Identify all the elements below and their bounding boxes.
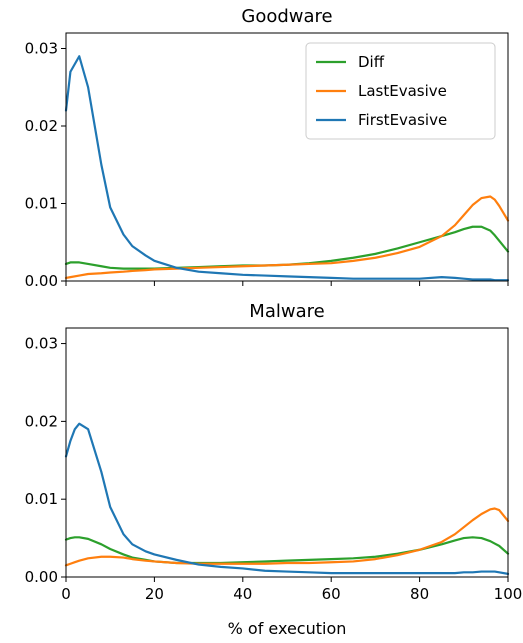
x-tick-label: 60 bbox=[322, 585, 341, 603]
series-line-diff bbox=[64, 536, 510, 565]
axes-frame bbox=[65, 327, 509, 578]
y-tick-label: 0.02 bbox=[25, 117, 58, 135]
x-axis-label: % of execution bbox=[228, 619, 347, 638]
panel-title: Goodware bbox=[241, 6, 332, 27]
legend: Diff LastEvasive FirstEvasive bbox=[305, 42, 496, 140]
x-tick-label: 80 bbox=[410, 585, 429, 603]
legend-label: FirstEvasive bbox=[358, 111, 447, 129]
y-tick-label: 0.03 bbox=[25, 335, 58, 353]
plot-area: 0.00 0.01 0.02 0.03 bbox=[25, 32, 510, 290]
y-tick-label: 0.00 bbox=[25, 272, 58, 290]
series-line-firstevasive bbox=[64, 422, 510, 575]
x-tick-label: 20 bbox=[145, 585, 164, 603]
y-tick-label: 0.03 bbox=[25, 40, 58, 58]
series-line-lastevasive bbox=[64, 507, 510, 567]
series-line-diff bbox=[64, 225, 510, 270]
y-tick-label: 0.00 bbox=[25, 568, 58, 586]
y-tick-label: 0.02 bbox=[25, 412, 58, 430]
y-tick-label: 0.01 bbox=[25, 195, 58, 213]
legend-label: Diff bbox=[358, 53, 385, 71]
x-tick-label: 0 bbox=[61, 585, 71, 603]
x-tick-label: 40 bbox=[233, 585, 252, 603]
panel-title: Malware bbox=[249, 301, 324, 322]
axes-frame bbox=[65, 32, 509, 282]
panel-malware: Malware 0.00 0.01 0.02 0.03 0 20 40 60 80 100 % o… bbox=[25, 301, 523, 638]
legend-label: LastEvasive bbox=[358, 82, 447, 100]
y-tick-label: 0.01 bbox=[25, 490, 58, 508]
legend-box bbox=[305, 42, 496, 140]
x-tick-label: 100 bbox=[494, 585, 523, 603]
series-line-lastevasive bbox=[64, 195, 510, 279]
series-line-firstevasive bbox=[64, 55, 510, 282]
panel-goodware: Goodware 0.00 0.01 0.02 0.03 Diff LastEvasiv… bbox=[25, 6, 510, 290]
plot-area: 0.00 0.01 0.02 0.03 0 20 40 60 80 100 bbox=[25, 327, 523, 603]
